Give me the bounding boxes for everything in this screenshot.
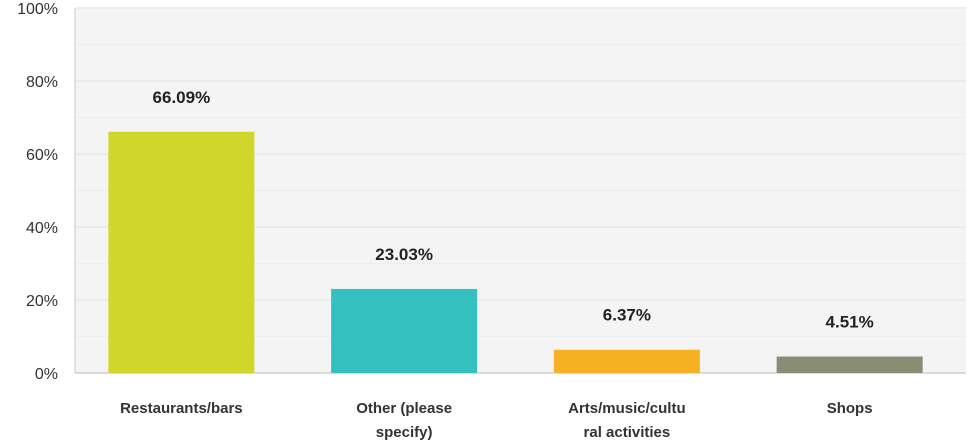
- data-label: 66.09%: [153, 88, 211, 107]
- y-tick-label: 100%: [17, 1, 58, 18]
- data-label: 6.37%: [603, 306, 651, 325]
- category-label: Shops: [827, 400, 873, 417]
- data-label: 4.51%: [826, 313, 874, 332]
- category-label: ral activities: [584, 424, 671, 441]
- bar: [108, 131, 255, 373]
- bar: [776, 356, 923, 373]
- bar: [331, 288, 478, 373]
- y-tick-label: 80%: [26, 74, 58, 91]
- y-tick-label: 60%: [26, 147, 58, 164]
- y-tick-label: 20%: [26, 293, 58, 310]
- category-label: Restaurants/bars: [120, 400, 243, 417]
- y-tick-label: 40%: [26, 220, 58, 237]
- category-label: Arts/music/cultu: [568, 400, 686, 417]
- y-tick-label: 0%: [35, 366, 58, 383]
- category-label: Other (please: [356, 400, 452, 417]
- data-label: 23.03%: [375, 245, 433, 264]
- category-label: specify): [376, 424, 433, 441]
- bar: [553, 349, 700, 373]
